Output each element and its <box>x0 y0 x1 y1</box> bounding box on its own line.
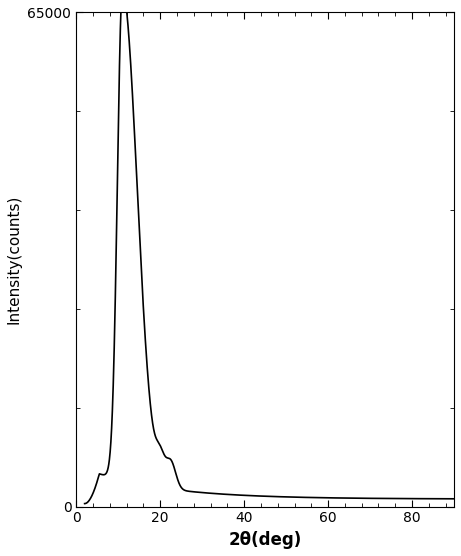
X-axis label: 2θ(deg): 2θ(deg) <box>229 531 302 549</box>
Y-axis label: Intensity(counts): Intensity(counts) <box>7 195 22 324</box>
